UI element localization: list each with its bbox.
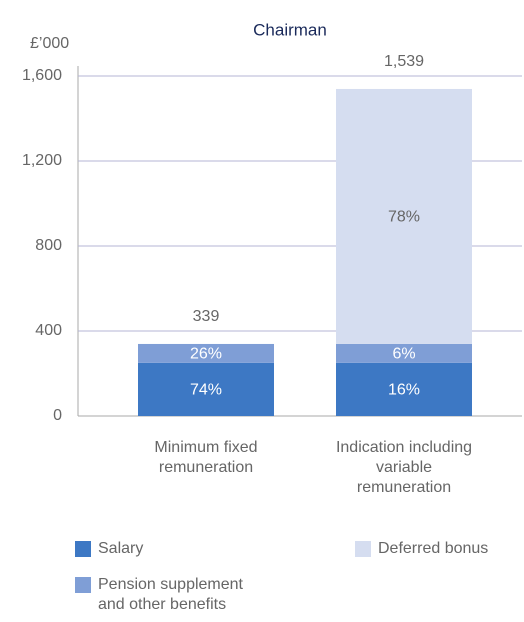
legend-swatch [355, 541, 371, 557]
share-label: 6% [392, 346, 415, 363]
legend-label: Salary [98, 540, 144, 557]
x-tick-label: Indication including variable remunerati… [335, 439, 473, 496]
y-tick-label: 800 [35, 237, 62, 254]
total-label: 339 [193, 308, 220, 325]
share-label: 74% [190, 382, 222, 399]
bar-segment [138, 362, 274, 416]
legend-swatch [75, 541, 91, 557]
y-axis-label: £’000 [30, 35, 69, 52]
y-tick-label: 1,600 [22, 67, 62, 84]
y-tick-label: 400 [35, 322, 62, 339]
legend-label: Pension supplement and other benefits [98, 576, 243, 613]
x-tick-label: Minimum fixed remuneration [154, 439, 258, 476]
bar-segment [336, 362, 472, 416]
share-label: 78% [388, 209, 420, 226]
bar-segment [336, 88, 472, 344]
legend-label: Deferred bonus [378, 540, 489, 557]
y-tick-label: 1,200 [22, 152, 62, 169]
share-label: 16% [388, 382, 420, 399]
share-label: 26% [190, 346, 222, 363]
legend-swatch [75, 577, 91, 593]
total-label: 1,539 [384, 53, 424, 70]
bar-segment [138, 343, 274, 363]
bar-segment [336, 343, 472, 363]
y-tick-label: 0 [53, 407, 62, 424]
chart-title: Chairman [253, 20, 327, 39]
